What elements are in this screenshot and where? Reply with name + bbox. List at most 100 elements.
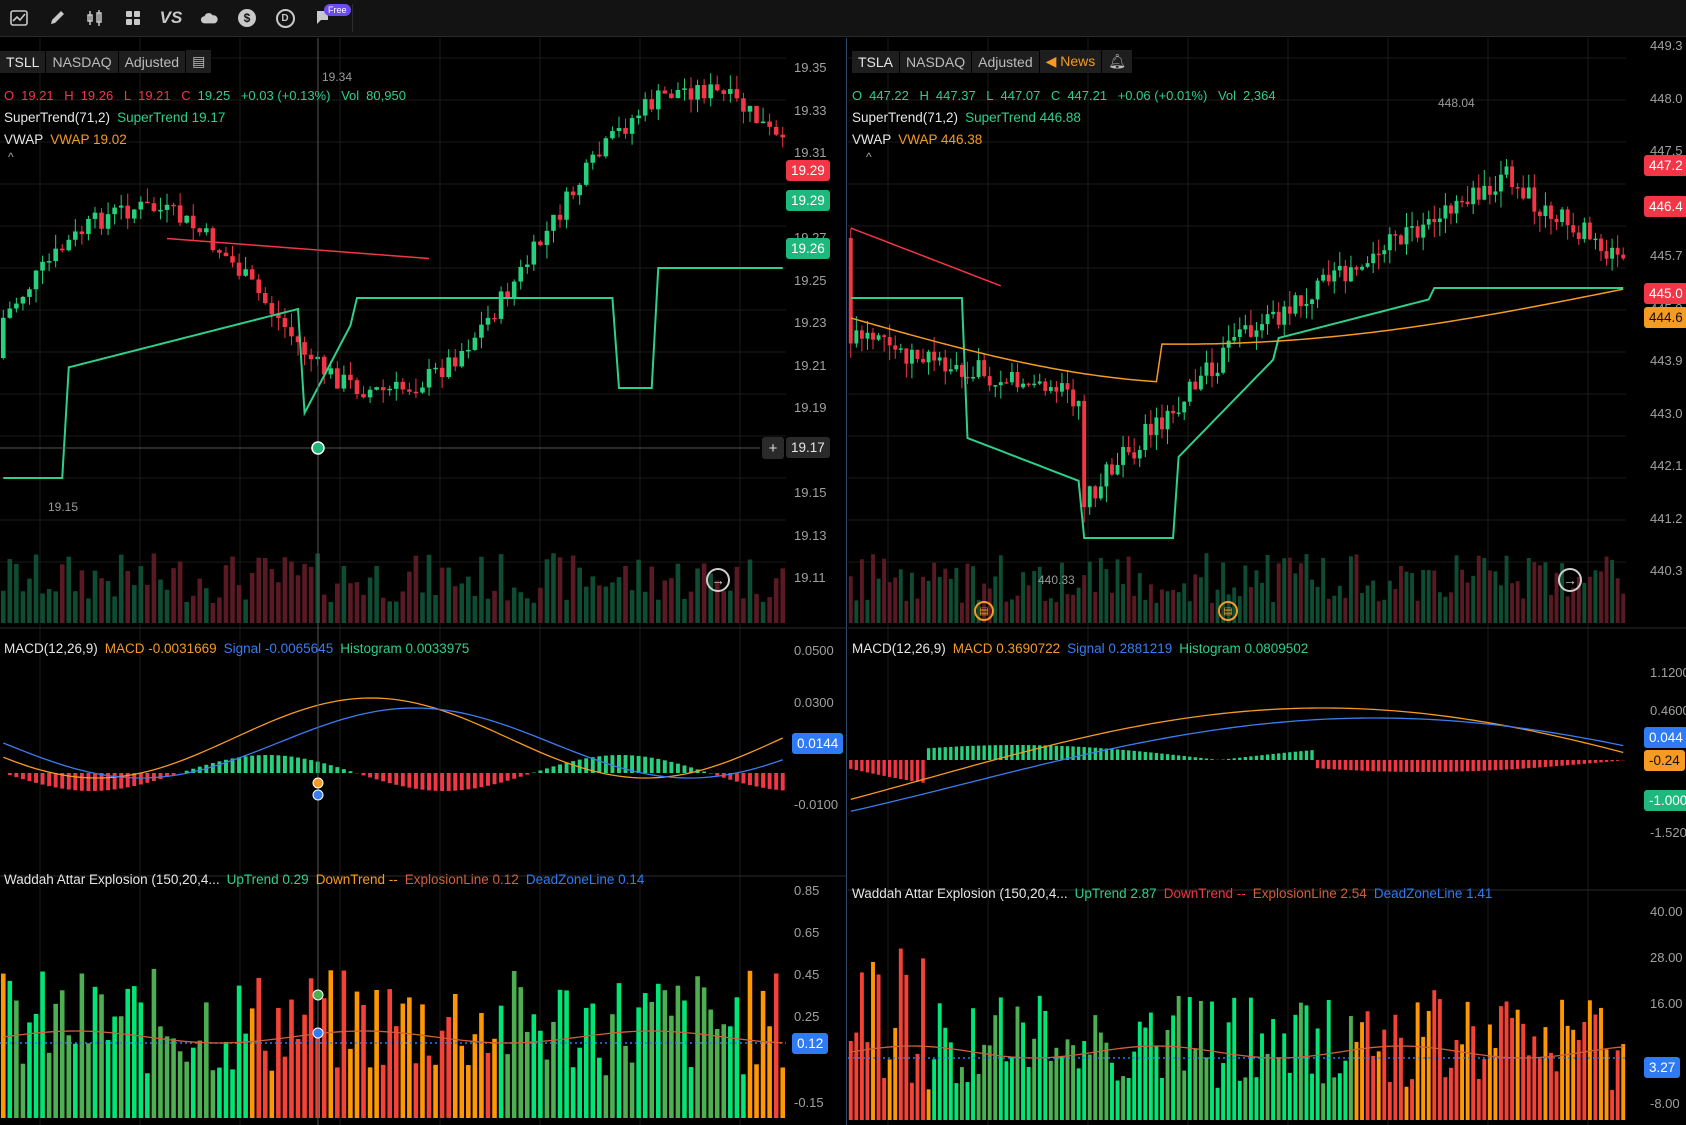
wae-bar — [1054, 1047, 1059, 1120]
candle — [289, 327, 294, 337]
candle — [714, 84, 720, 91]
right-wae-legend[interactable]: Waddah Attar Explosion (150,20,4... UpTre… — [852, 886, 1493, 901]
supertrend-line — [3, 267, 783, 479]
macd-histogram-bar — [328, 765, 333, 773]
macd-histogram-bar — [427, 773, 431, 791]
candle — [937, 357, 942, 361]
flag-icon[interactable]: Free — [304, 0, 351, 36]
volume-bar — [1004, 601, 1009, 623]
wae-bar — [1160, 1077, 1164, 1120]
volume-bar — [1360, 593, 1364, 623]
volume-bar — [367, 577, 373, 623]
volume-bar — [954, 567, 959, 623]
right-chart-pane[interactable]: TSLA NASDAQ Adjusted ◀︎ News 🔔︎ O 447.22 … — [848, 38, 1686, 1125]
cloud-icon[interactable] — [190, 0, 228, 36]
volume-bar — [915, 598, 920, 623]
studies-icon[interactable] — [76, 0, 114, 36]
volume-bar — [859, 559, 864, 623]
volume-bar — [898, 569, 903, 623]
candle — [1360, 266, 1364, 270]
macd-histogram-bar — [1171, 754, 1175, 760]
news-button[interactable]: ◀︎ News — [1039, 50, 1103, 73]
volume-bar — [439, 567, 445, 623]
candle — [544, 230, 550, 246]
right-supertrend-legend[interactable]: SuperTrend(71,2) SuperTrend 446.88 — [852, 110, 1081, 125]
volume-bar — [177, 561, 183, 623]
wae-bar — [1471, 1026, 1476, 1120]
macd-histogram-bar — [1265, 754, 1270, 760]
candle — [1293, 295, 1298, 314]
candle — [1076, 401, 1081, 407]
symbol-label[interactable]: TSLL — [0, 50, 47, 73]
price-axis-label: 449.3 — [1650, 38, 1683, 53]
macd-histogram-bar — [400, 773, 405, 787]
scroll-to-latest-arrow-icon[interactable]: → — [1558, 568, 1582, 592]
candle — [1237, 329, 1242, 337]
dollar-icon[interactable]: $ — [228, 0, 266, 36]
macd-histogram-bar — [636, 755, 641, 773]
vs-icon[interactable]: VS — [159, 8, 183, 27]
candle — [1543, 205, 1548, 217]
candle — [492, 317, 497, 320]
right-vwap-legend[interactable]: VWAP VWAP 446.38 — [852, 132, 983, 147]
candle — [1210, 362, 1214, 377]
scroll-to-latest-arrow-icon[interactable]: → — [706, 568, 730, 592]
pencil-icon[interactable] — [38, 0, 76, 36]
volume-bar — [1504, 555, 1509, 623]
adjusted-label[interactable]: Adjusted — [118, 50, 187, 73]
left-chart-canvas[interactable] — [0, 38, 846, 1125]
news-event-icon[interactable]: ▤ — [1218, 601, 1238, 621]
left-supertrend-legend[interactable]: SuperTrend(71,2) SuperTrend 19.17 — [4, 110, 226, 125]
news-event-icon[interactable]: ▤ — [974, 601, 994, 621]
left-chart-pane[interactable]: TSLL NASDAQ Adjusted ▤ O 19.21 H 19.26 L 19… — [0, 38, 847, 1125]
notes-icon[interactable]: ▤ — [186, 50, 213, 73]
d-icon[interactable]: D — [266, 0, 304, 36]
right-macd-legend[interactable]: MACD(12,26,9) MACD 0.3690722 Signal 0.2881… — [852, 641, 1309, 656]
wae-bar — [262, 1050, 268, 1118]
collapse-caret-icon[interactable]: ^ — [8, 150, 14, 164]
macd-histogram-bar — [269, 755, 274, 773]
right-chart-canvas[interactable] — [848, 38, 1686, 1125]
wae-bar — [348, 1048, 353, 1118]
wae-bar — [1332, 1077, 1337, 1120]
wae-bar — [965, 1082, 970, 1120]
left-vwap-legend[interactable]: VWAP VWAP 19.02 — [4, 132, 127, 147]
left-wae-legend[interactable]: Waddah Attar Explosion (150,20,4... UpTre… — [4, 872, 645, 887]
chart-icon[interactable] — [0, 0, 38, 36]
macd-histogram-bar — [1154, 753, 1159, 760]
price-axis-label: 19.19 — [794, 400, 827, 415]
candle — [854, 330, 859, 344]
volume-bar — [1276, 563, 1281, 623]
macd-histogram-bar — [1410, 760, 1414, 772]
macd-histogram-bar — [649, 757, 654, 773]
add-alert-plus-icon[interactable]: + — [762, 437, 784, 459]
macd-histogram-bar — [1499, 760, 1503, 770]
bell-icon[interactable]: 🔔︎ — [1102, 50, 1134, 73]
candle — [190, 215, 196, 229]
volume-bar — [993, 576, 998, 623]
candle — [1610, 247, 1615, 259]
wae-bar — [1143, 1027, 1148, 1120]
right-price-tag-3: 445.0 — [1644, 283, 1686, 304]
candle — [1554, 218, 1559, 223]
volume-bar — [387, 601, 393, 623]
candle — [341, 374, 347, 389]
candle — [1593, 238, 1598, 241]
wae-bar — [1021, 1022, 1025, 1120]
symbol-label[interactable]: TSLA — [852, 50, 901, 73]
candle — [876, 335, 881, 340]
crosshair-dot — [312, 789, 324, 801]
candle — [1087, 486, 1092, 508]
wae-bar — [1387, 1082, 1392, 1120]
left-macd-legend[interactable]: MACD(12,26,9) MACD -0.0031669 Signal -0.00… — [4, 641, 470, 656]
candle — [747, 105, 753, 112]
candle — [682, 88, 687, 90]
candle — [204, 228, 209, 233]
macd-histogram-bar — [669, 761, 674, 773]
volume-bar — [413, 555, 419, 623]
candle — [1248, 325, 1253, 337]
adjusted-label[interactable]: Adjusted — [972, 50, 1040, 73]
grid-icon[interactable] — [114, 0, 152, 36]
volume-bar — [518, 592, 524, 623]
collapse-caret-icon[interactable]: ^ — [866, 150, 872, 164]
